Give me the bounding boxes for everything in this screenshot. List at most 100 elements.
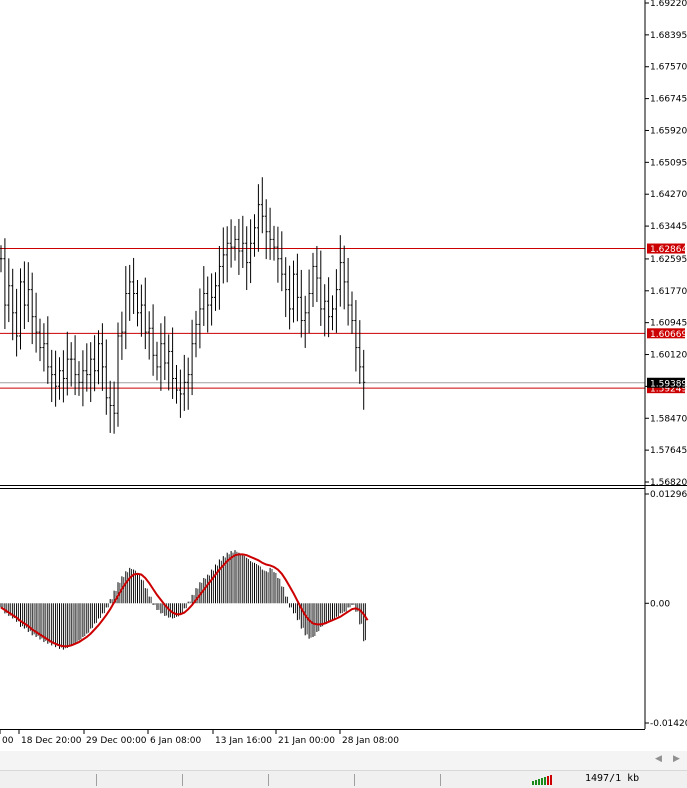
x-tick-label: 18 Dec 20:00: [21, 736, 82, 746]
price-bar: [26, 262, 30, 323]
price-bar: [93, 335, 97, 392]
price-bar: [221, 227, 225, 284]
price-bar: [198, 288, 202, 349]
price-bar: [34, 292, 38, 353]
level-price-tag: [647, 328, 685, 339]
price-bar: [186, 357, 190, 410]
y-tick-label: 1.57645: [650, 446, 687, 456]
price-bar: [245, 226, 249, 291]
level-price-tag: [647, 243, 685, 254]
price-bar: [358, 320, 362, 384]
price-bar: [217, 245, 221, 310]
x-tick-label: 21 Jan 00:00: [278, 736, 335, 746]
price-bar: [128, 264, 132, 321]
y-tick-label: 1.56820: [650, 478, 687, 488]
current-price-label: 1.59389: [650, 379, 687, 389]
price-bar: [147, 311, 151, 360]
price-bar: [346, 257, 350, 326]
price-bar: [249, 219, 253, 284]
price-bar: [100, 323, 104, 391]
price-bar: [182, 354, 186, 411]
price-bar: [334, 269, 338, 333]
price-bar: [159, 323, 163, 391]
axes: 1.69220 1.68395 1.67570 1.66745 1.65920 1.650…: [0, 0, 687, 730]
status-separator: [354, 774, 355, 786]
price-bar: [194, 310, 198, 358]
price-bar: [65, 331, 69, 396]
x-tick-label: 00: [2, 736, 14, 746]
price-bar: [171, 327, 175, 399]
price-bar: [288, 265, 292, 330]
price-bar: [256, 184, 260, 252]
y-tick-label: 1.60120: [650, 351, 687, 361]
price-bar: [229, 219, 233, 268]
status-separator: [182, 774, 183, 786]
status-separator: [440, 774, 441, 786]
price-bar: [264, 199, 268, 260]
price-bar: [155, 341, 159, 381]
y-tick-label: 1.64270: [650, 190, 687, 200]
status-bar: 1497/1 kb: [0, 770, 687, 788]
status-separator: [96, 774, 97, 786]
price-bar: [210, 273, 214, 326]
y-tick-label: 1.58470: [650, 414, 687, 424]
scroll-right-icon[interactable]: ▶: [673, 754, 680, 764]
price-bar: [260, 177, 264, 234]
level-price-label: 1.60669: [650, 330, 687, 340]
x-tick-label: 28 Jan 08:00: [342, 736, 399, 746]
signal-line: [0, 553, 369, 648]
y-tick-label: 1.68395: [650, 31, 687, 41]
price-bar: [338, 235, 342, 307]
price-bar: [38, 318, 42, 362]
y-tick-label: 1.67570: [650, 63, 687, 73]
price-bar: [50, 349, 54, 403]
price-bar: [319, 250, 323, 326]
price-bar: [69, 342, 73, 387]
price-bar: [22, 261, 26, 330]
price-bar: [120, 311, 124, 360]
x-tick-label: 6 Jan 08:00: [150, 736, 202, 746]
price-bar: [46, 316, 50, 384]
y-tick-label: 1.69220: [650, 0, 687, 9]
price-bar: [284, 257, 288, 318]
price-bar: [327, 277, 331, 338]
price-panel: [0, 177, 645, 434]
price-bar: [354, 300, 358, 372]
price-bar: [19, 268, 22, 350]
price-bar: [30, 272, 34, 345]
price-bar: [108, 380, 112, 433]
price-bar: [190, 319, 194, 396]
price-bar: [350, 291, 354, 335]
y-tick-label: 1.60945: [650, 319, 687, 329]
price-bar: [11, 268, 15, 341]
status-separator: [268, 774, 269, 786]
price-bar: [85, 343, 89, 392]
price-bar: [299, 269, 303, 338]
price-bar: [268, 207, 272, 260]
price-bar: [241, 215, 245, 268]
y-tick-label: 1.65095: [650, 158, 687, 168]
price-bar: [202, 266, 206, 326]
y-tick-label: 1.62595: [650, 255, 687, 265]
price-bar: [112, 381, 116, 434]
price-bar: [315, 245, 319, 302]
price-bar: [73, 335, 77, 396]
price-bar: [214, 272, 217, 311]
price-bar: [253, 214, 256, 257]
price-bar: [362, 349, 366, 410]
price-bar: [143, 277, 147, 350]
price-bar: [3, 238, 7, 330]
chart-area[interactable]: 1.69220 1.68395 1.67570 1.66745 1.65920 1.650…: [0, 0, 687, 751]
price-bar: [163, 316, 167, 381]
osc-tick-label: -0.01420: [650, 719, 687, 729]
price-bar: [311, 252, 315, 308]
price-bar: [237, 218, 241, 275]
price-bar: [167, 334, 171, 391]
price-bar: [178, 369, 182, 418]
osc-tick-label: 0.012964: [650, 490, 687, 500]
price-bar: [323, 284, 327, 337]
x-tick-label: 29 Dec 00:00: [86, 736, 147, 746]
chart-scrollbar[interactable]: ◀ ▶: [0, 751, 687, 770]
scroll-left-icon[interactable]: ◀: [655, 754, 662, 764]
price-bar: [272, 225, 276, 261]
